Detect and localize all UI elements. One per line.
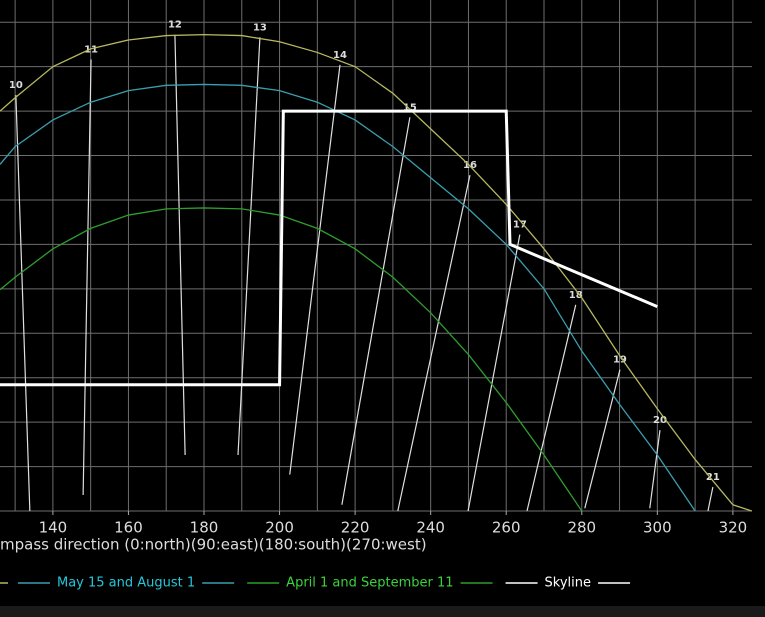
hour-label: 14 — [333, 50, 347, 61]
hour-line — [289, 64, 341, 475]
x-tick-label: 320 — [719, 519, 748, 537]
hour-label: 20 — [653, 415, 667, 426]
hour-label: 12 — [168, 20, 182, 31]
series-line — [0, 207, 583, 512]
hour-line — [584, 369, 621, 509]
hour-label: 11 — [84, 45, 98, 56]
series-line — [0, 83, 696, 512]
x-tick-label: 260 — [492, 519, 521, 537]
x-tick-label: 180 — [190, 519, 219, 537]
hour-line — [82, 59, 92, 496]
legend-label: May 15 and August 1 — [57, 576, 195, 591]
x-tick-label: 160 — [114, 519, 143, 537]
legend-label: Skyline — [545, 576, 591, 591]
hour-line — [707, 486, 714, 512]
hour-label: 13 — [253, 22, 267, 33]
hour-line — [526, 304, 577, 512]
hour-label: 15 — [403, 102, 417, 113]
x-axis-label: mpass direction (0:north)(90:east)(180:s… — [0, 536, 427, 554]
x-tick-label: 140 — [39, 519, 68, 537]
hour-line — [467, 234, 521, 512]
hour-line — [15, 95, 31, 512]
hour-label: 19 — [613, 355, 627, 366]
x-tick-label: 240 — [416, 519, 445, 537]
x-tick-label: 200 — [265, 519, 294, 537]
legend-label: April 1 and September 11 — [286, 576, 453, 591]
bottom-strip — [0, 606, 765, 617]
hour-label: 18 — [569, 290, 583, 301]
series-line — [0, 109, 658, 387]
hour-line — [649, 430, 661, 509]
hour-label: 10 — [9, 80, 23, 91]
hour-label: 17 — [513, 220, 527, 231]
hour-label: 21 — [706, 472, 720, 483]
hour-line — [397, 174, 471, 512]
hour-line — [341, 117, 411, 505]
x-tick-label: 220 — [341, 519, 370, 537]
series-line — [0, 34, 752, 512]
x-tick-label: 300 — [643, 519, 672, 537]
x-tick-label: 280 — [567, 519, 596, 537]
